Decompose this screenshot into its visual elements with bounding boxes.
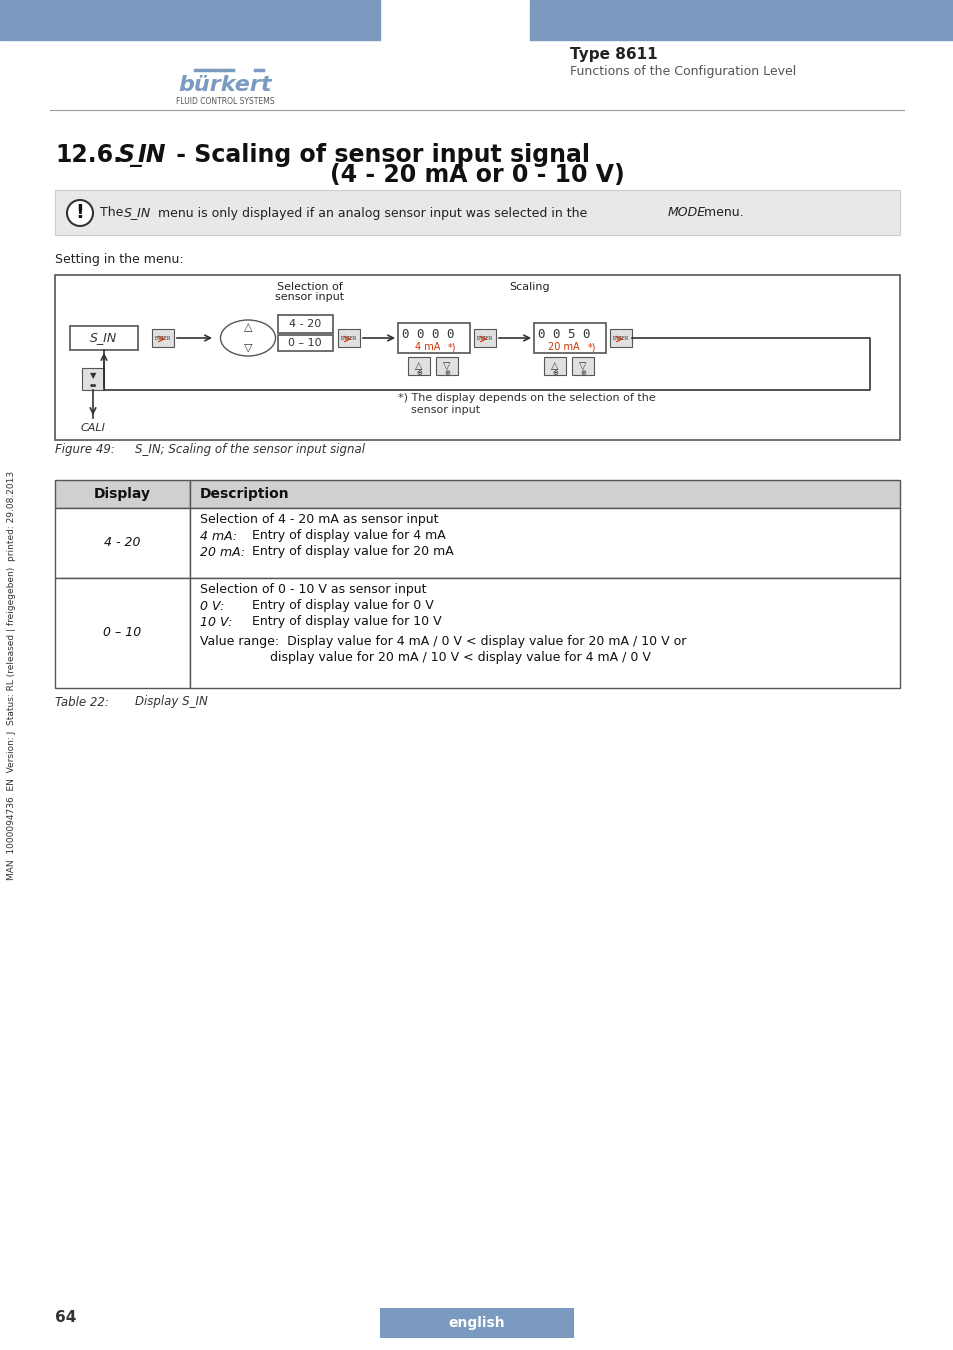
- Bar: [0, 0, 379, 40]
- Text: MAN  1000094736  EN  Version: J  Status: RL (released | freigegeben)  printed: 2: MAN 1000094736 EN Version: J Status: RL …: [8, 470, 16, 880]
- Text: ●●: ●●: [90, 383, 96, 387]
- FancyBboxPatch shape: [190, 578, 899, 688]
- Text: bürkert: bürkert: [178, 76, 272, 95]
- FancyBboxPatch shape: [55, 190, 899, 235]
- Text: MODE: MODE: [667, 207, 705, 220]
- Text: 4 mA: 4 mA: [415, 342, 440, 352]
- Text: english: english: [448, 1316, 505, 1330]
- Text: - Scaling of sensor input signal: - Scaling of sensor input signal: [168, 143, 589, 167]
- Text: ⊕: ⊕: [443, 370, 450, 377]
- Text: (4 - 20 mA or 0 - 10 V): (4 - 20 mA or 0 - 10 V): [330, 163, 623, 188]
- Text: Table 22:: Table 22:: [55, 695, 109, 709]
- FancyBboxPatch shape: [408, 356, 430, 375]
- FancyBboxPatch shape: [70, 325, 138, 350]
- FancyBboxPatch shape: [190, 481, 899, 508]
- Text: 0 – 10: 0 – 10: [288, 338, 321, 348]
- Text: S: S: [118, 143, 135, 167]
- Text: 12.6.: 12.6.: [55, 143, 122, 167]
- FancyBboxPatch shape: [397, 323, 470, 352]
- Text: Entry of display value for 0 V: Entry of display value for 0 V: [252, 599, 434, 613]
- FancyBboxPatch shape: [337, 329, 359, 347]
- Text: ⊕: ⊕: [552, 370, 558, 377]
- Text: 4 mA:: 4 mA:: [200, 529, 237, 543]
- Text: 0 0 0 0: 0 0 0 0: [401, 328, 454, 342]
- Text: *) The display depends on the selection of the: *) The display depends on the selection …: [397, 393, 655, 404]
- Text: FLUID CONTROL SYSTEMS: FLUID CONTROL SYSTEMS: [175, 97, 274, 107]
- Text: display value for 20 mA / 10 V < display value for 4 mA / 0 V: display value for 20 mA / 10 V < display…: [270, 652, 650, 664]
- Text: sensor input: sensor input: [411, 405, 479, 414]
- Text: Entry of display value for 20 mA: Entry of display value for 20 mA: [252, 545, 454, 559]
- FancyBboxPatch shape: [534, 323, 605, 352]
- Text: CALI: CALI: [80, 423, 106, 433]
- FancyBboxPatch shape: [609, 329, 631, 347]
- Text: Entry of display value for 4 mA: Entry of display value for 4 mA: [252, 529, 445, 543]
- FancyBboxPatch shape: [82, 369, 104, 390]
- FancyBboxPatch shape: [277, 335, 333, 351]
- Text: _: _: [130, 143, 142, 167]
- Text: ▽: ▽: [443, 360, 450, 371]
- Text: menu.: menu.: [700, 207, 742, 220]
- Text: !: !: [75, 204, 85, 223]
- Text: 0 V:: 0 V:: [200, 599, 224, 613]
- Text: Setting in the menu:: Setting in the menu:: [55, 254, 183, 266]
- Text: ⊕: ⊕: [416, 370, 421, 377]
- Text: The: The: [100, 207, 128, 220]
- Text: Selection of: Selection of: [276, 282, 342, 292]
- Text: 0 0 5 0: 0 0 5 0: [537, 328, 590, 342]
- Text: △: △: [415, 360, 422, 371]
- Text: 0 – 10: 0 – 10: [103, 626, 141, 640]
- Text: ▽: ▽: [578, 360, 586, 371]
- Text: Figure 49:: Figure 49:: [55, 444, 114, 456]
- FancyBboxPatch shape: [152, 329, 173, 347]
- Text: Selection of 4 - 20 mA as sensor input: Selection of 4 - 20 mA as sensor input: [200, 513, 438, 526]
- Text: Functions of the Configuration Level: Functions of the Configuration Level: [569, 66, 796, 78]
- Text: S_IN; Scaling of the sensor input signal: S_IN; Scaling of the sensor input signal: [135, 444, 365, 456]
- FancyBboxPatch shape: [543, 356, 565, 375]
- Text: △: △: [551, 360, 558, 371]
- Text: 20 mA:: 20 mA:: [200, 545, 245, 559]
- FancyBboxPatch shape: [190, 508, 899, 578]
- Text: *): *): [448, 342, 456, 352]
- Text: ENTER: ENTER: [612, 336, 629, 340]
- Text: Scaling: Scaling: [509, 282, 550, 292]
- Text: 4 - 20: 4 - 20: [104, 536, 141, 549]
- Text: ENTER: ENTER: [476, 336, 493, 340]
- Text: 4 - 20: 4 - 20: [289, 319, 321, 329]
- Text: 64: 64: [55, 1311, 76, 1326]
- FancyBboxPatch shape: [55, 578, 190, 688]
- Text: menu is only displayed if an analog sensor input was selected in the: menu is only displayed if an analog sens…: [153, 207, 591, 220]
- Text: ENTER: ENTER: [154, 336, 171, 340]
- Text: Selection of 0 - 10 V as sensor input: Selection of 0 - 10 V as sensor input: [200, 583, 426, 597]
- Circle shape: [67, 200, 92, 225]
- Text: sensor input: sensor input: [275, 292, 344, 302]
- Text: Entry of display value for 10 V: Entry of display value for 10 V: [252, 616, 441, 629]
- Text: ENTER: ENTER: [340, 336, 356, 340]
- Text: IN: IN: [138, 143, 167, 167]
- Text: Value range:  Display value for 4 mA / 0 V < display value for 20 mA / 10 V or: Value range: Display value for 4 mA / 0 …: [200, 636, 685, 648]
- Text: Display S_IN: Display S_IN: [135, 695, 208, 709]
- Text: 10 V:: 10 V:: [200, 616, 233, 629]
- Text: S_IN: S_IN: [124, 207, 152, 220]
- FancyBboxPatch shape: [55, 508, 190, 578]
- Bar: [530, 0, 953, 40]
- Text: 20 mA: 20 mA: [548, 342, 579, 352]
- Text: ⊕: ⊕: [579, 370, 585, 377]
- FancyBboxPatch shape: [277, 315, 333, 333]
- FancyBboxPatch shape: [55, 275, 899, 440]
- FancyBboxPatch shape: [436, 356, 457, 375]
- FancyBboxPatch shape: [572, 356, 594, 375]
- FancyBboxPatch shape: [55, 481, 190, 508]
- Text: *): *): [587, 342, 596, 352]
- Text: △: △: [244, 323, 252, 332]
- Text: Type 8611: Type 8611: [569, 47, 657, 62]
- Text: S_IN: S_IN: [91, 332, 117, 344]
- Text: Description: Description: [200, 487, 290, 501]
- Text: ▼: ▼: [90, 371, 96, 381]
- FancyBboxPatch shape: [474, 329, 496, 347]
- Text: ▽: ▽: [244, 342, 252, 352]
- Text: Display: Display: [94, 487, 151, 501]
- FancyBboxPatch shape: [379, 1308, 574, 1338]
